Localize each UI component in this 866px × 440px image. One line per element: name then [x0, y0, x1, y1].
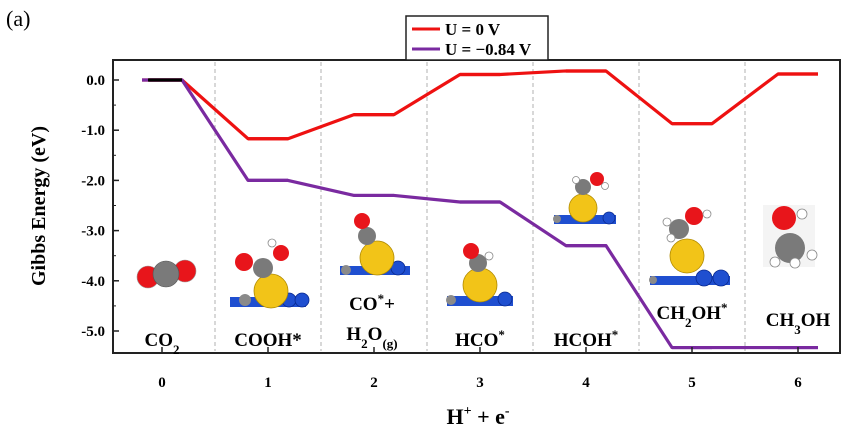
- co-adsorbate-image: [340, 213, 410, 276]
- legend-label: U = −0.84 V: [445, 40, 532, 59]
- species-label: HCO*: [455, 327, 505, 352]
- x-tick-label: 4: [582, 375, 590, 391]
- species-label: COOH*: [234, 330, 302, 351]
- x-axis: 0 1 2 3 4 5 6: [158, 347, 802, 391]
- hcoh-adsorbate-image: [553, 172, 616, 225]
- x-axis-title: H+ + e-: [446, 404, 509, 429]
- adsorbate-illustrations: [136, 172, 818, 309]
- species-labels: CO2 COOH* CO*+ H2O(g) HCO* HCOH* CH2OH* CH3OH: [145, 291, 831, 357]
- species-label-line2: H2O(g): [346, 324, 397, 351]
- species-label: CO2: [145, 330, 180, 357]
- y-tick-label: -3.0: [81, 224, 105, 240]
- ch2oh-adsorbate-image: [649, 207, 730, 287]
- y-tick-label: -4.0: [81, 274, 105, 290]
- x-tick-label: 3: [476, 375, 484, 391]
- state-separators: [214, 62, 746, 351]
- panel-label: (a): [6, 6, 30, 31]
- ch3oh-molecule-image: [763, 205, 818, 269]
- species-label: HCOH*: [554, 327, 619, 352]
- species-label: CO*+: [349, 291, 395, 316]
- y-tick-label: -5.0: [81, 324, 105, 340]
- species-label: CH2OH*: [656, 300, 727, 330]
- y-axis: 0.0 -1.0 -2.0 -3.0 -4.0 -5.0: [81, 73, 119, 340]
- co2-molecule-image: [136, 259, 197, 289]
- x-tick-label: 5: [688, 375, 696, 391]
- legend-box: [405, 15, 549, 61]
- x-tick-label: 0: [158, 375, 166, 391]
- y-tick-label: 0.0: [86, 73, 105, 89]
- y-axis-title: Gibbs Energy (eV): [28, 126, 50, 286]
- y-tick-label: -1.0: [81, 123, 105, 139]
- x-tick-label: 1: [264, 375, 272, 391]
- series-line-0: [149, 69, 818, 141]
- plot-frame: [112, 59, 841, 354]
- legend: U = 0 VU = −0.84 V: [405, 15, 549, 61]
- y-tick-label: -2.0: [81, 173, 105, 189]
- legend-label: U = 0 V: [445, 20, 501, 39]
- hco-adsorbate-image: [446, 243, 513, 307]
- x-tick-label: 2: [370, 375, 378, 391]
- species-label: CH3OH: [766, 310, 831, 337]
- cooh-adsorbate-image: [230, 238, 310, 309]
- x-tick-label: 6: [794, 375, 802, 391]
